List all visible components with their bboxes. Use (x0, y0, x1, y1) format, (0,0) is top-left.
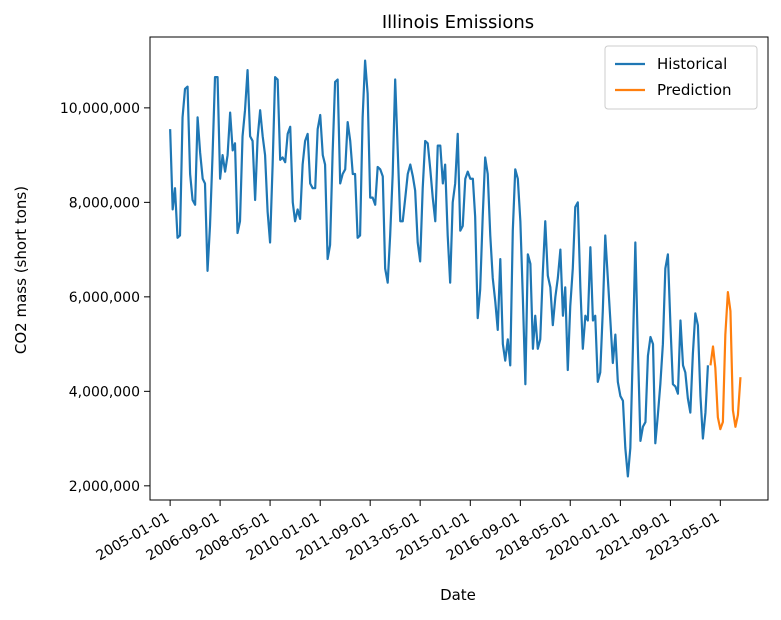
y-tick-label: 2,000,000 (69, 479, 140, 495)
legend-label: Historical (657, 55, 727, 73)
plot-frame (149, 36, 769, 501)
y-axis-label: CO2 mass (short tons) (12, 186, 30, 354)
legend: Historical Prediction (604, 45, 758, 110)
legend-box (604, 45, 758, 110)
plot-area (149, 36, 769, 501)
y-axis: 2,000,000 4,000,000 6,000,000 8,000,000 10,0… (60, 101, 150, 495)
y-tick-label: 10,000,000 (60, 101, 140, 117)
series-line-1 (709, 291, 742, 431)
legend-label: Prediction (657, 81, 732, 99)
y-tick-label: 6,000,000 (69, 290, 140, 306)
y-tick-label: 8,000,000 (69, 195, 140, 211)
x-axis: 2005-01-012006-09-012008-05-012010-01-01… (94, 500, 722, 564)
y-tick-label: 4,000,000 (69, 384, 140, 400)
series-line-0 (169, 59, 710, 478)
x-axis-label: Date (440, 586, 476, 604)
chart-title: Illinois Emissions (382, 12, 534, 33)
